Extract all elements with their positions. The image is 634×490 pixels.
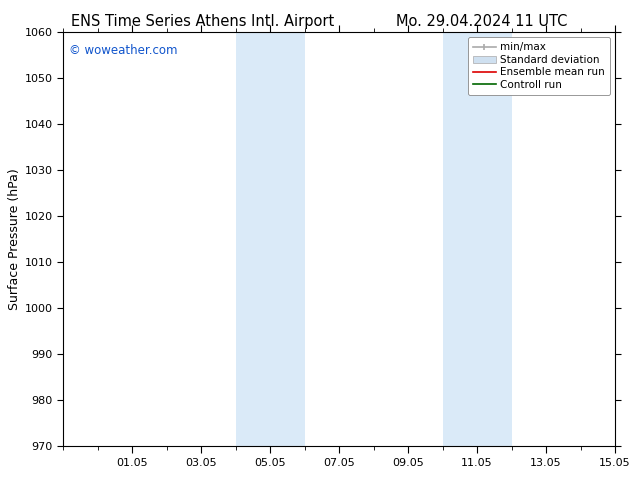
Bar bbox=[477, 32, 512, 446]
Bar bbox=[236, 32, 270, 446]
Text: © woweather.com: © woweather.com bbox=[69, 44, 178, 57]
Legend: min/max, Standard deviation, Ensemble mean run, Controll run: min/max, Standard deviation, Ensemble me… bbox=[467, 37, 610, 95]
Y-axis label: Surface Pressure (hPa): Surface Pressure (hPa) bbox=[8, 168, 21, 310]
Bar bbox=[443, 32, 477, 446]
Bar bbox=[270, 32, 305, 446]
Text: Mo. 29.04.2024 11 UTC: Mo. 29.04.2024 11 UTC bbox=[396, 14, 567, 29]
Text: ENS Time Series Athens Intl. Airport: ENS Time Series Athens Intl. Airport bbox=[71, 14, 335, 29]
